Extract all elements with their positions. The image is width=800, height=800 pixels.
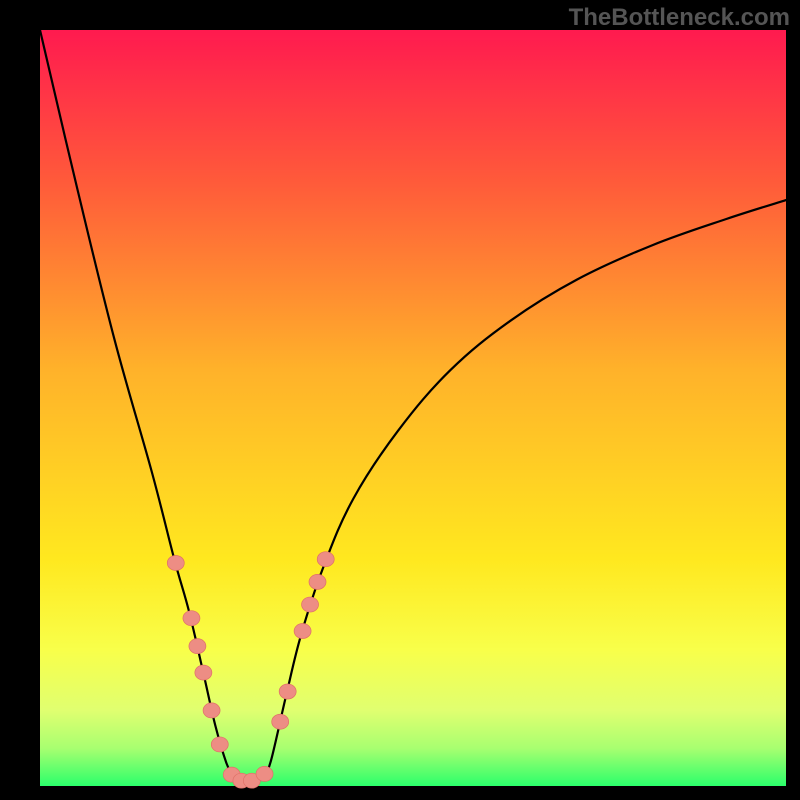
data-marker	[195, 665, 212, 680]
data-marker	[272, 714, 289, 729]
data-marker	[167, 555, 184, 570]
gradient-plot-area	[40, 30, 786, 786]
right-bottleneck-curve	[264, 200, 786, 778]
watermark-text: TheBottleneck.com	[569, 4, 790, 32]
curves-svg	[40, 30, 786, 786]
data-marker	[183, 611, 200, 626]
marker-group	[167, 552, 334, 789]
data-marker	[279, 684, 296, 699]
data-marker	[203, 703, 220, 718]
data-marker	[309, 574, 326, 589]
data-marker	[294, 624, 311, 639]
data-marker	[302, 597, 319, 612]
data-marker	[317, 552, 334, 567]
data-marker	[189, 639, 206, 654]
data-marker	[256, 766, 273, 781]
data-marker	[211, 737, 228, 752]
chart-frame: TheBottleneck.com	[0, 0, 800, 800]
